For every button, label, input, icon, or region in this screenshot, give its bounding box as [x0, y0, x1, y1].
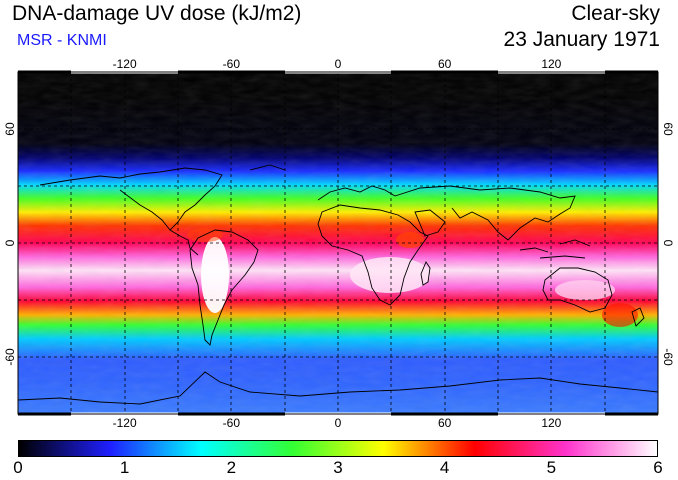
longitude-tick-label: 60	[438, 57, 452, 71]
colorbar-tick-label: 4	[439, 458, 450, 477]
latitude-tick-label: -60	[661, 348, 675, 366]
colorbar-tick-label: 3	[333, 458, 343, 477]
longitude-tick-label: 120	[541, 57, 561, 71]
source-label: MSR - KNMI	[17, 32, 107, 49]
map-title: DNA-damage UV dose (kJ/m2)	[12, 2, 302, 25]
latitude-tick-label: 0	[3, 239, 17, 246]
colorbar-tick-label: 6	[653, 458, 663, 477]
latitude-labels-right: 60 0 -60	[661, 122, 675, 366]
colorbar-tick-label: 2	[226, 458, 237, 477]
uv-hotspots	[187, 228, 638, 327]
longitude-tick-label: 120	[541, 416, 561, 430]
longitude-tick-label: 60	[438, 416, 452, 430]
longitude-tick-label: -60	[223, 57, 241, 71]
graticule	[18, 72, 658, 414]
colorbar-tick-label: 5	[546, 458, 557, 477]
sky-condition: Clear-sky	[571, 2, 660, 25]
latitude-tick-label: 0	[661, 240, 675, 247]
longitude-tick-label: -120	[113, 416, 137, 430]
colorbar-tick-label: 0	[13, 458, 23, 477]
latitude-tick-label: 60	[3, 122, 17, 136]
colorbar	[18, 440, 658, 457]
latitude-tick-label: 60	[661, 122, 675, 136]
coastlines	[18, 164, 658, 405]
longitude-tick-label: -120	[113, 57, 137, 71]
latitude-labels-left: 60 0 -60	[3, 122, 17, 366]
longitude-tick-label: 0	[335, 416, 342, 430]
longitude-tick-label: -60	[223, 416, 241, 430]
colorbar-tick-label: 1	[119, 458, 130, 477]
uv-dose-map: -120 -60 0 60 120 -120 -60 0 60 120 60 0 -60 60 0 -6…	[3, 57, 675, 430]
map-date: 23 January 1971	[503, 28, 660, 51]
latitude-tick-label: -60	[3, 348, 17, 366]
longitude-tick-label: 0	[335, 57, 342, 71]
longitude-labels-top: -120 -60 0 60 120	[113, 57, 562, 71]
longitude-labels-bottom: -120 -60 0 60 120	[113, 416, 562, 430]
